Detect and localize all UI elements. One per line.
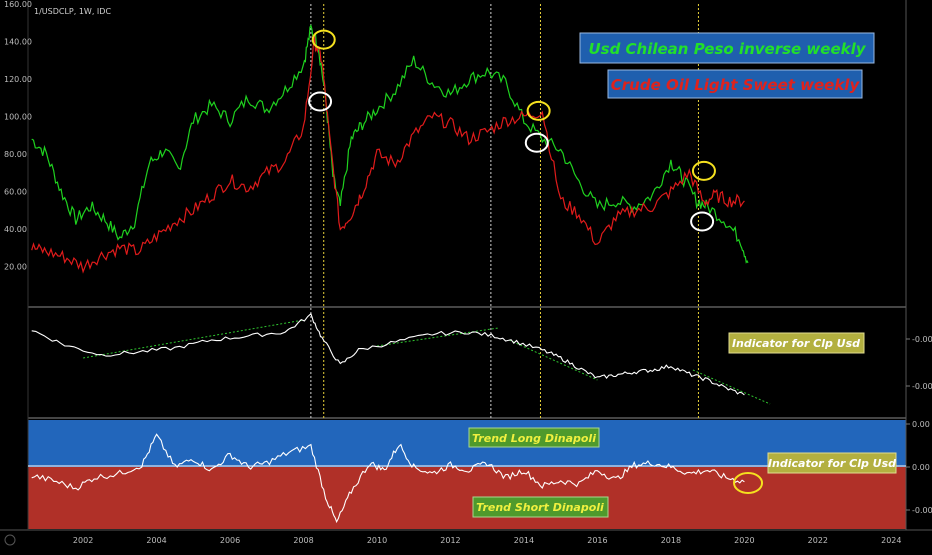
red-band (28, 467, 906, 529)
indicator-2-line (31, 433, 745, 524)
indicator-1-line (31, 312, 745, 396)
title-green-box: Usd Chilean Peso inverse weekly (579, 32, 875, 64)
x-tick-6: 2014 (514, 536, 534, 545)
indicator-box-1-text: Indicator for Clp Usd (732, 337, 860, 350)
x-tick-5: 2012 (440, 536, 460, 545)
highlight-circle-2 (526, 100, 551, 121)
indicator-y-tick-4: -0.00 (912, 506, 932, 515)
blue-band (28, 420, 906, 467)
trend-long-box: Trend Long Dinapoli (468, 427, 600, 448)
indicator-box-2: Indicator for Clp Usd (767, 452, 897, 474)
timezone-icon[interactable] (4, 534, 16, 546)
indicator-y-tick-3: 0.00 (912, 463, 930, 472)
x-tick-10: 2022 (808, 536, 828, 545)
indicator-trendline-2 (509, 339, 598, 381)
dinapoli-bands (28, 420, 906, 529)
indicator-y-tick-0: -0.00 (912, 335, 932, 344)
x-tick-7: 2016 (587, 536, 607, 545)
highlight-circle-bottom (733, 472, 764, 494)
indicator-2-series (31, 433, 745, 524)
x-tick-4: 2010 (367, 536, 387, 545)
x-tick-3: 2008 (293, 536, 313, 545)
price-y-tick-1: 140.00 (4, 38, 32, 47)
price-y-ticks: 160.00 140.00 120.00 100.00 80.00 60.00 40.00 2… (4, 0, 32, 272)
price-y-tick-4: 80.00 (4, 150, 27, 159)
price-series-1 (31, 35, 745, 274)
highlight-circle-4 (691, 160, 716, 181)
trend-long-text: Trend Long Dinapoli (472, 432, 596, 445)
price-series (31, 23, 749, 274)
trend-short-text: Trend Short Dinapoli (476, 501, 604, 514)
x-tick-0: 2002 (73, 536, 93, 545)
indicator-y-tick-1: -0.00 (912, 382, 932, 391)
symbol-header: 1/USDCLP, 1W, IDC (34, 7, 111, 16)
x-tick-1: 2004 (146, 536, 166, 545)
price-y-tick-3: 100.00 (4, 113, 32, 122)
trend-short-box: Trend Short Dinapoli (472, 496, 609, 518)
indicator-box-2-text: Indicator for Clp Usd (768, 457, 896, 470)
title-red-text: Crude Oil Light Sweet weekly (611, 76, 861, 94)
x-ticks: 2002 2004 2006 2008 2010 2012 2014 2016 2018 2020… (73, 536, 902, 545)
title-red-box: Crude Oil Light Sweet weekly (607, 69, 863, 99)
x-tick-11: 2024 (881, 536, 901, 545)
indicator-y-ticks: -0.00 -0.00 0.00 0.00 -0.00 (906, 335, 932, 515)
highlight-circle-5 (690, 211, 715, 232)
price-series-0 (31, 23, 749, 264)
price-y-tick-2: 120.00 (4, 75, 32, 84)
x-tick-9: 2020 (734, 536, 754, 545)
x-tick-8: 2018 (661, 536, 681, 545)
x-tick-2: 2006 (220, 536, 240, 545)
indicator-y-tick-2: 0.00 (912, 420, 930, 429)
highlight-circles (308, 29, 764, 494)
highlight-circle-0 (311, 29, 336, 50)
price-y-tick-0: 160.00 (4, 0, 32, 9)
highlight-circle-3 (524, 132, 549, 153)
title-green-text: Usd Chilean Peso inverse weekly (588, 40, 866, 58)
highlight-circle-1 (308, 91, 333, 112)
price-y-tick-7: 20.00 (4, 263, 27, 272)
indicator-1-series (31, 312, 771, 405)
price-y-tick-5: 60.00 (4, 188, 27, 197)
indicator-box-1: Indicator for Clp Usd (728, 332, 865, 354)
indicator-trendline-0 (83, 319, 304, 359)
price-y-tick-6: 40.00 (4, 225, 27, 234)
indicator-trendline-1 (376, 327, 499, 347)
